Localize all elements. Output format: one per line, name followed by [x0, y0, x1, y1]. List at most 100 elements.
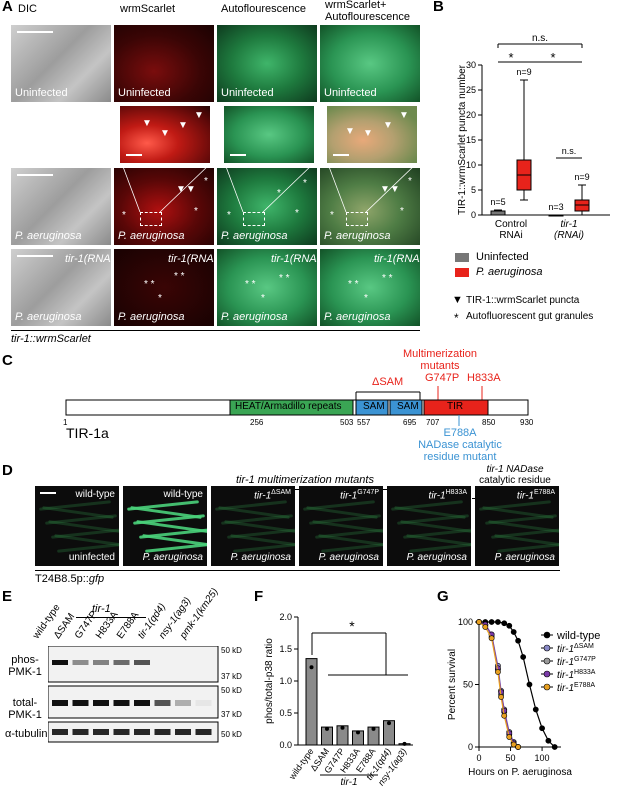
- residue-line: residue mutant: [423, 451, 497, 463]
- f-point: [340, 725, 345, 730]
- g-point: [506, 622, 513, 629]
- band-total: [52, 700, 68, 706]
- g-point: [488, 635, 495, 642]
- band-tubulin: [52, 729, 68, 735]
- label-rnai: tir-1(RNAi): [65, 253, 111, 265]
- h833a-label: H833A: [467, 372, 501, 384]
- g-xlabel: Hours on P. aeruginosa: [468, 767, 572, 778]
- label-pa: P. aeruginosa: [324, 311, 391, 323]
- g-point: [520, 654, 527, 660]
- f-ytick-label: 0.5: [279, 708, 292, 718]
- g-series-line: [478, 621, 519, 748]
- panel-label-c: C: [2, 352, 13, 369]
- band-phos: [52, 660, 68, 665]
- kd-3: 50 kD: [221, 686, 242, 695]
- b-sig-ns-top: n.s.: [532, 33, 548, 44]
- g-point: [488, 619, 495, 625]
- kd-4: 37 kD: [221, 710, 242, 719]
- g-point: [510, 741, 517, 748]
- g-legend-label: tir-1H833A: [557, 669, 596, 681]
- f-ylabel: phos/total-p38 ratio: [264, 638, 275, 724]
- g-point: [506, 734, 513, 740]
- b-box: [490, 210, 506, 216]
- f-bar: [383, 720, 395, 746]
- tir1-line-e: [76, 617, 146, 618]
- worm-tile-bottom: P. aeruginosa: [318, 552, 379, 563]
- panel-label-a: A: [2, 0, 13, 15]
- label-rnai: tir-1(RNAi): [168, 253, 214, 265]
- legend-swatch-uninfected: [455, 253, 469, 262]
- label-uninfected: Uninfected: [324, 87, 377, 99]
- label-pa: P. aeruginosa: [221, 311, 288, 323]
- worm-tile-top: tir-1H833A: [428, 489, 467, 502]
- band-total: [72, 700, 89, 706]
- b-n-label: n=9: [516, 67, 531, 77]
- g-legend-label: tir-1E788A: [557, 682, 595, 694]
- kd-2: 37 kD: [221, 672, 242, 681]
- f-sig-star: *: [349, 618, 355, 634]
- g-series-line: [478, 621, 519, 748]
- b-n-label: n=5: [490, 197, 505, 207]
- worm-tile-bottom: P. aeruginosa: [142, 552, 203, 563]
- domain-tir: TIR: [447, 401, 464, 412]
- f-point: [325, 726, 329, 731]
- g-point: [539, 725, 545, 732]
- key-arrowhead-icon: ▼: [452, 294, 463, 306]
- b-ytick-label: 15: [466, 135, 476, 145]
- dsam-label: ΔSAM: [372, 376, 404, 388]
- g-point: [532, 706, 539, 713]
- panel-label-b: B: [433, 0, 444, 15]
- f-point: [371, 726, 376, 731]
- worm-tile: wild-type uninfected: [35, 486, 119, 566]
- band-total: [154, 700, 171, 706]
- image-wrm-zoom: ▼ ▼ ▼ ▼: [120, 106, 210, 163]
- image-dic-pa: P. aeruginosa: [11, 168, 111, 245]
- band-tubulin: [154, 729, 171, 735]
- b-sig-star: *: [508, 50, 513, 65]
- g-point: [510, 629, 517, 635]
- image-merge-rnai: tir-1(RNAi) * ** ** P. aeruginosa: [320, 249, 420, 326]
- strain-label: tir-1::wrmScarlet: [11, 333, 91, 345]
- image-merge-pa: ▼▼ *** P. aeruginosa: [320, 168, 420, 245]
- legend-label-uninfected: Uninfected: [476, 251, 529, 263]
- panel-label-e: E: [2, 588, 13, 605]
- label-pa: P. aeruginosa: [15, 311, 82, 323]
- worm-tile: tir-1G747P P. aeruginosa: [299, 486, 383, 566]
- b-group-label: tir-1: [560, 219, 577, 230]
- legend-label-pa: P. aeruginosa: [476, 266, 543, 278]
- worm-tile-bottom: uninfected: [68, 552, 115, 563]
- f-point: [356, 730, 360, 735]
- label-rnai: tir-1(RNAi): [374, 253, 420, 265]
- g-point: [501, 620, 508, 627]
- label-uninfected: Uninfected: [221, 87, 274, 99]
- domain-sam-1: SAM: [363, 401, 385, 412]
- g-point: [498, 694, 504, 700]
- label-uninfected: Uninfected: [15, 87, 68, 99]
- pos-503: 503: [340, 418, 354, 427]
- g-xtick-label: 50: [506, 753, 516, 763]
- g-series-line: [478, 621, 519, 748]
- worm-tile-top: wild-type: [75, 489, 115, 500]
- label-pa: P. aeruginosa: [221, 230, 288, 242]
- g-legend-marker: [543, 631, 551, 639]
- label-uninfected: Uninfected: [118, 87, 171, 99]
- panel-label-d: D: [2, 462, 13, 479]
- multi-title: Multimerization mutants: [400, 348, 480, 372]
- g-legend-label: tir-1G747P: [557, 656, 596, 668]
- multi-header: tir-1 multimerization mutants: [236, 474, 374, 486]
- multi-title-2: mutants: [420, 360, 460, 372]
- f-ytick-label: 0.0: [279, 740, 292, 750]
- worm-tile-bottom: P. aeruginosa: [494, 552, 555, 563]
- band-phos: [134, 660, 150, 665]
- worm-tile-bottom: P. aeruginosa: [406, 552, 467, 563]
- b-ylabel: TIR-1::wrmScarlet puncta number: [457, 64, 468, 215]
- row-label-tubulin: α-tubulin: [5, 728, 48, 740]
- b-n-label: n=9: [574, 172, 589, 182]
- reporter-label: T24B8.5p::gfp: [35, 573, 105, 585]
- pos-1: 1: [63, 418, 68, 427]
- row-label-total: total-PMK-1: [8, 697, 42, 721]
- band-tubulin: [72, 729, 89, 735]
- nad-header-1: tir-1 NADase: [486, 464, 544, 475]
